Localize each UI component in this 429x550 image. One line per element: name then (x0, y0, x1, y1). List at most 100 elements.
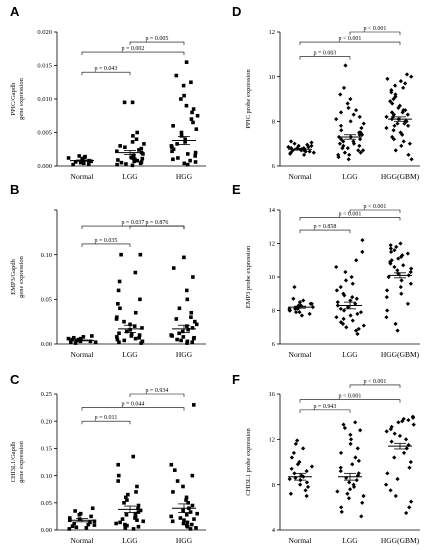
panel-a-category-label: Normal (71, 172, 94, 181)
panel-a-p-value: p = 0.005 (146, 36, 169, 42)
panel-a-point (171, 124, 175, 128)
panel-e-ylabel: EMP3 probe expression (245, 245, 252, 308)
panel-f-point (411, 422, 416, 427)
panel-c-ytick-label: 0.25 (41, 391, 52, 398)
panel-e-point (408, 269, 413, 275)
panel-e-significance-bracket (299, 229, 351, 234)
panel-c-point (190, 503, 195, 508)
panel-c-point (133, 514, 138, 519)
panel-c-point (169, 462, 174, 467)
panel-f-point (338, 450, 344, 456)
panel-c-point (122, 501, 126, 505)
panel-c-point (184, 523, 189, 528)
panel-b-point (118, 306, 122, 311)
panel-f: F 4 8 12 16 CHI3L1 probe expression Normal LGG H… (232, 372, 420, 545)
panel-b-point (185, 339, 190, 344)
panel-d-point (398, 130, 403, 135)
panel-d-point (409, 157, 414, 162)
panel-d-point (343, 63, 348, 68)
panel-e-category-label: HGG(GBM) (381, 350, 420, 359)
panel-a: A 0.000 0.005 0.010 0.015 0.020 PPIC/Gapdh gene… (10, 4, 206, 181)
panel-f-point (304, 468, 309, 474)
panel-a-point (195, 113, 200, 118)
panel-c-point (92, 519, 97, 524)
panel-a-ytick-label: 0.020 (37, 29, 52, 36)
panel-a-ylabel: PPIC/Gapdh (10, 82, 17, 116)
panel-a-point (190, 110, 194, 115)
panel-d-point (306, 144, 311, 150)
panel-d-point (288, 150, 293, 155)
panel-e-point (388, 246, 393, 251)
panel-d-point (402, 121, 407, 126)
panel-c-ytick-label: 0.15 (41, 446, 52, 453)
panel-b-point (137, 335, 141, 340)
panel-b-point (194, 322, 199, 327)
panel-c-point (181, 484, 185, 489)
panel-e-point (354, 258, 359, 263)
panel-c-point (172, 468, 177, 472)
panel-e-point (358, 310, 364, 315)
panel-b-point (76, 337, 81, 342)
panel-f-point (392, 431, 397, 436)
panel-d-ylabel: PPIC probe expression (245, 68, 252, 128)
panel-f-point (289, 466, 294, 471)
panel-f-point (297, 459, 302, 465)
panel-d-significance-bracket (299, 56, 351, 60)
panel-f-p-value: p < 0.001 (339, 394, 362, 400)
panel-a-point (123, 145, 127, 150)
panel-a-point (119, 160, 124, 165)
panel-c-point (126, 492, 130, 497)
panel-e-p-value: p < 0.001 (364, 204, 387, 210)
panel-f-point (303, 488, 308, 493)
panel-b-point (133, 310, 138, 315)
panel-d-point (391, 137, 397, 142)
panel-b-point (177, 306, 182, 311)
panel-e-point (348, 298, 353, 303)
panel-e-point (385, 308, 390, 313)
panel-c-point (88, 520, 92, 525)
panel-a-point (193, 154, 197, 158)
panel-a-point (131, 153, 136, 158)
panel-b-point (169, 333, 173, 337)
panel-e-point (334, 315, 339, 320)
panel-c-point (182, 518, 186, 523)
panel-c-point (185, 520, 190, 525)
panel-d-point (305, 142, 310, 147)
panel-e-significance-bracket (299, 217, 401, 221)
panel-f-point (338, 465, 343, 470)
panel-b-point (191, 275, 195, 279)
panel-f-ytick-label: 16 (269, 391, 276, 398)
panel-f-point (339, 509, 344, 514)
panel-d-point (288, 139, 294, 144)
panel-e-point (338, 284, 343, 290)
panel-f-point (346, 496, 352, 501)
panel-f-point (298, 482, 303, 487)
panel-e-point (342, 293, 347, 298)
panel-a-point (82, 161, 86, 166)
panel-e-point (308, 301, 313, 306)
panel-f-point (339, 505, 344, 510)
panel-a-point (189, 80, 193, 85)
panel-c-point (120, 517, 125, 521)
panel-d-point (354, 108, 359, 113)
panel-c-ytick-label: 0.20 (41, 418, 52, 425)
panel-c-point (131, 527, 136, 531)
panel-d-point (357, 130, 362, 135)
panel-d-ytick-label: 8 (272, 119, 275, 126)
panel-d-p-value: p < 0.001 (364, 26, 387, 32)
panel-f-point (407, 505, 412, 510)
panel-d-point (359, 125, 364, 131)
panel-e-point (310, 305, 315, 310)
panel-a-point (181, 83, 186, 88)
panel-a-point (140, 156, 145, 161)
panel-b-p-value: p = 0.037 (122, 220, 145, 226)
panel-c-category-label: HGG (176, 536, 193, 545)
panel-d-significance-bracket (349, 31, 401, 35)
panel-d-point (401, 139, 406, 144)
panel-e: E 6 8 10 12 14 EMP3 probe expression Normal LGG H… (232, 182, 420, 359)
panel-c-significance-bracket (81, 420, 131, 425)
panel-d-point (346, 105, 351, 111)
panel-d-point (345, 146, 350, 151)
panel-c-point (78, 511, 83, 516)
panel-c-point (138, 508, 143, 513)
